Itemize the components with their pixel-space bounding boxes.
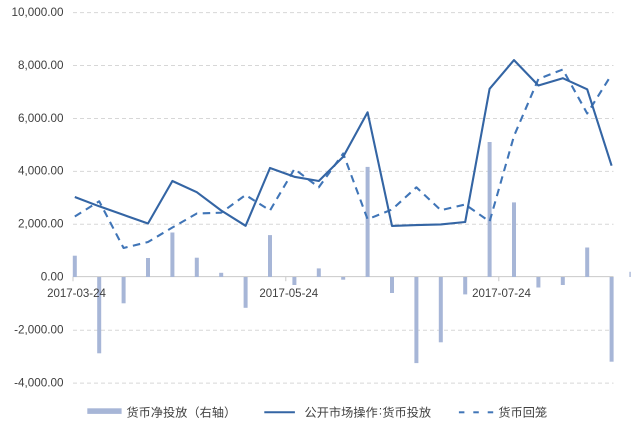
- svg-text:8,000.00: 8,000.00: [18, 59, 64, 72]
- svg-text:4,000.00: 4,000.00: [18, 165, 64, 178]
- svg-text:10,000.00: 10,000.00: [12, 6, 64, 19]
- svg-text:2017-05-24: 2017-05-24: [259, 288, 318, 300]
- svg-text::: :: [379, 406, 382, 418]
- svg-text:6,000.00: 6,000.00: [18, 112, 64, 125]
- svg-text:2,000.00: 2,000.00: [18, 218, 64, 231]
- svg-text:2017-07-24: 2017-07-24: [472, 288, 531, 300]
- svg-text:-4,000.00: -4,000.00: [14, 376, 64, 389]
- svg-text:-2,000.00: -2,000.00: [14, 324, 64, 337]
- svg-text:2017-03-24: 2017-03-24: [47, 288, 106, 300]
- svg-text:0.00: 0.00: [41, 271, 64, 284]
